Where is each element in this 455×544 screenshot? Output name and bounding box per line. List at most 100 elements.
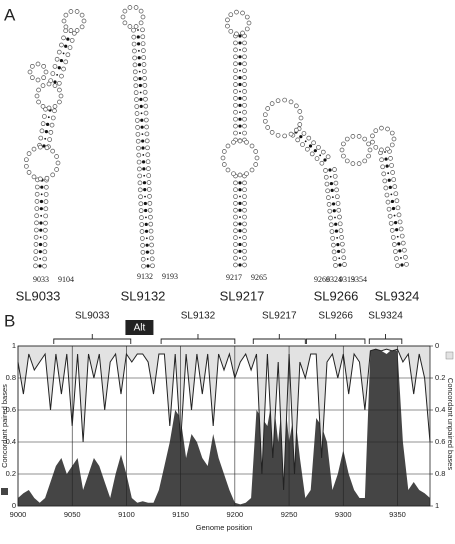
y-tick-label: 0.6 bbox=[6, 405, 16, 414]
nucleotide bbox=[140, 27, 145, 33]
nucleotide bbox=[138, 208, 144, 214]
nucleotide bbox=[356, 161, 362, 166]
nucleotide bbox=[44, 145, 50, 151]
nucleotide bbox=[54, 154, 59, 159]
base-pair bbox=[334, 222, 338, 226]
nucleotide bbox=[242, 89, 247, 94]
base-pair bbox=[143, 174, 146, 177]
bracket bbox=[252, 334, 306, 344]
end-position: 9104 bbox=[58, 275, 74, 284]
base-pair bbox=[146, 258, 149, 260]
base-pair bbox=[144, 229, 149, 233]
nucleotide bbox=[389, 130, 395, 136]
nucleotide bbox=[33, 242, 39, 247]
nucleotide bbox=[328, 222, 334, 228]
nucleotide bbox=[71, 30, 77, 36]
bracket-label: SL9132 bbox=[181, 311, 216, 322]
nucleotide bbox=[237, 138, 243, 144]
base-pair bbox=[40, 214, 43, 217]
nucleotide bbox=[244, 26, 250, 32]
nucleotide bbox=[142, 82, 148, 88]
nucleotide bbox=[242, 75, 247, 80]
base-pair bbox=[144, 195, 146, 198]
plot-frame bbox=[17, 345, 431, 507]
nucleotide bbox=[254, 155, 260, 161]
highlight-label: Alt bbox=[134, 323, 146, 334]
nucleotide bbox=[141, 69, 147, 74]
nucleotide bbox=[262, 118, 268, 124]
nucleotide bbox=[225, 167, 231, 173]
nucleotide bbox=[49, 122, 55, 128]
nucleotide bbox=[242, 207, 247, 213]
nucleotide bbox=[132, 62, 138, 68]
nucleotide bbox=[35, 77, 41, 83]
y-tick-label: 0.4 bbox=[6, 437, 16, 446]
nucleotide bbox=[242, 262, 247, 268]
nucleotide bbox=[140, 256, 146, 262]
nucleotide bbox=[120, 14, 126, 20]
nucleotide bbox=[398, 226, 404, 232]
base-pair bbox=[137, 63, 142, 67]
y2-tick-label: 0.8 bbox=[435, 469, 445, 478]
nucleotide bbox=[381, 171, 387, 177]
base-pair bbox=[145, 216, 147, 219]
nucleotide bbox=[34, 206, 40, 211]
base-pair bbox=[142, 181, 147, 185]
nucleotide bbox=[220, 155, 226, 161]
end-position: 9313 bbox=[339, 275, 355, 284]
nucleotide bbox=[339, 241, 345, 247]
base-pair bbox=[385, 164, 389, 168]
bracket bbox=[53, 334, 132, 344]
nucleotide bbox=[233, 207, 238, 213]
nucleotide bbox=[350, 134, 356, 139]
nucleotide bbox=[326, 195, 331, 200]
nucleotide bbox=[149, 249, 155, 255]
nucleotide bbox=[133, 24, 139, 29]
base-pair bbox=[238, 124, 242, 128]
nucleotide bbox=[231, 171, 236, 177]
nucleotide bbox=[244, 139, 249, 145]
nucleotide bbox=[81, 18, 87, 24]
nucleotide bbox=[221, 149, 227, 154]
structure-name: SL9132 bbox=[121, 288, 166, 303]
legend-key bbox=[445, 351, 454, 360]
nucleotide bbox=[298, 115, 304, 121]
nucleotide bbox=[390, 235, 396, 240]
nucleotide bbox=[42, 249, 48, 255]
base-pair bbox=[138, 70, 141, 73]
nucleotide bbox=[242, 180, 247, 186]
nucleotide bbox=[242, 228, 247, 234]
base-pair bbox=[238, 34, 242, 38]
nucleotide bbox=[228, 28, 234, 34]
nucleotide bbox=[40, 121, 46, 127]
nucleotide bbox=[379, 157, 384, 163]
base-pair bbox=[137, 56, 141, 60]
nucleotide bbox=[233, 82, 238, 87]
nucleotide bbox=[37, 144, 43, 150]
nucleotide bbox=[134, 111, 140, 116]
nucleotide bbox=[324, 181, 330, 187]
nucleotide bbox=[42, 256, 48, 262]
nucleotide bbox=[265, 125, 271, 130]
nucleotide bbox=[339, 235, 344, 240]
base-pair bbox=[334, 216, 336, 219]
nucleotide bbox=[231, 139, 236, 145]
base-pair bbox=[144, 208, 148, 213]
base-pair bbox=[141, 139, 145, 143]
nucleotide bbox=[33, 263, 38, 269]
structures bbox=[23, 5, 409, 269]
nucleotide bbox=[74, 9, 80, 14]
nucleotide bbox=[242, 82, 247, 87]
y-axis-label: Concordant paired bases bbox=[0, 384, 9, 468]
base-pair bbox=[313, 149, 317, 153]
base-pair bbox=[239, 132, 241, 134]
base-pair bbox=[319, 154, 322, 157]
nucleotide bbox=[244, 171, 249, 177]
base-pair bbox=[331, 202, 336, 206]
nucleotide bbox=[68, 28, 74, 33]
base-pair bbox=[141, 146, 145, 150]
nucleotide bbox=[79, 12, 85, 18]
nucleotide bbox=[249, 143, 255, 149]
base-pair bbox=[238, 117, 242, 121]
